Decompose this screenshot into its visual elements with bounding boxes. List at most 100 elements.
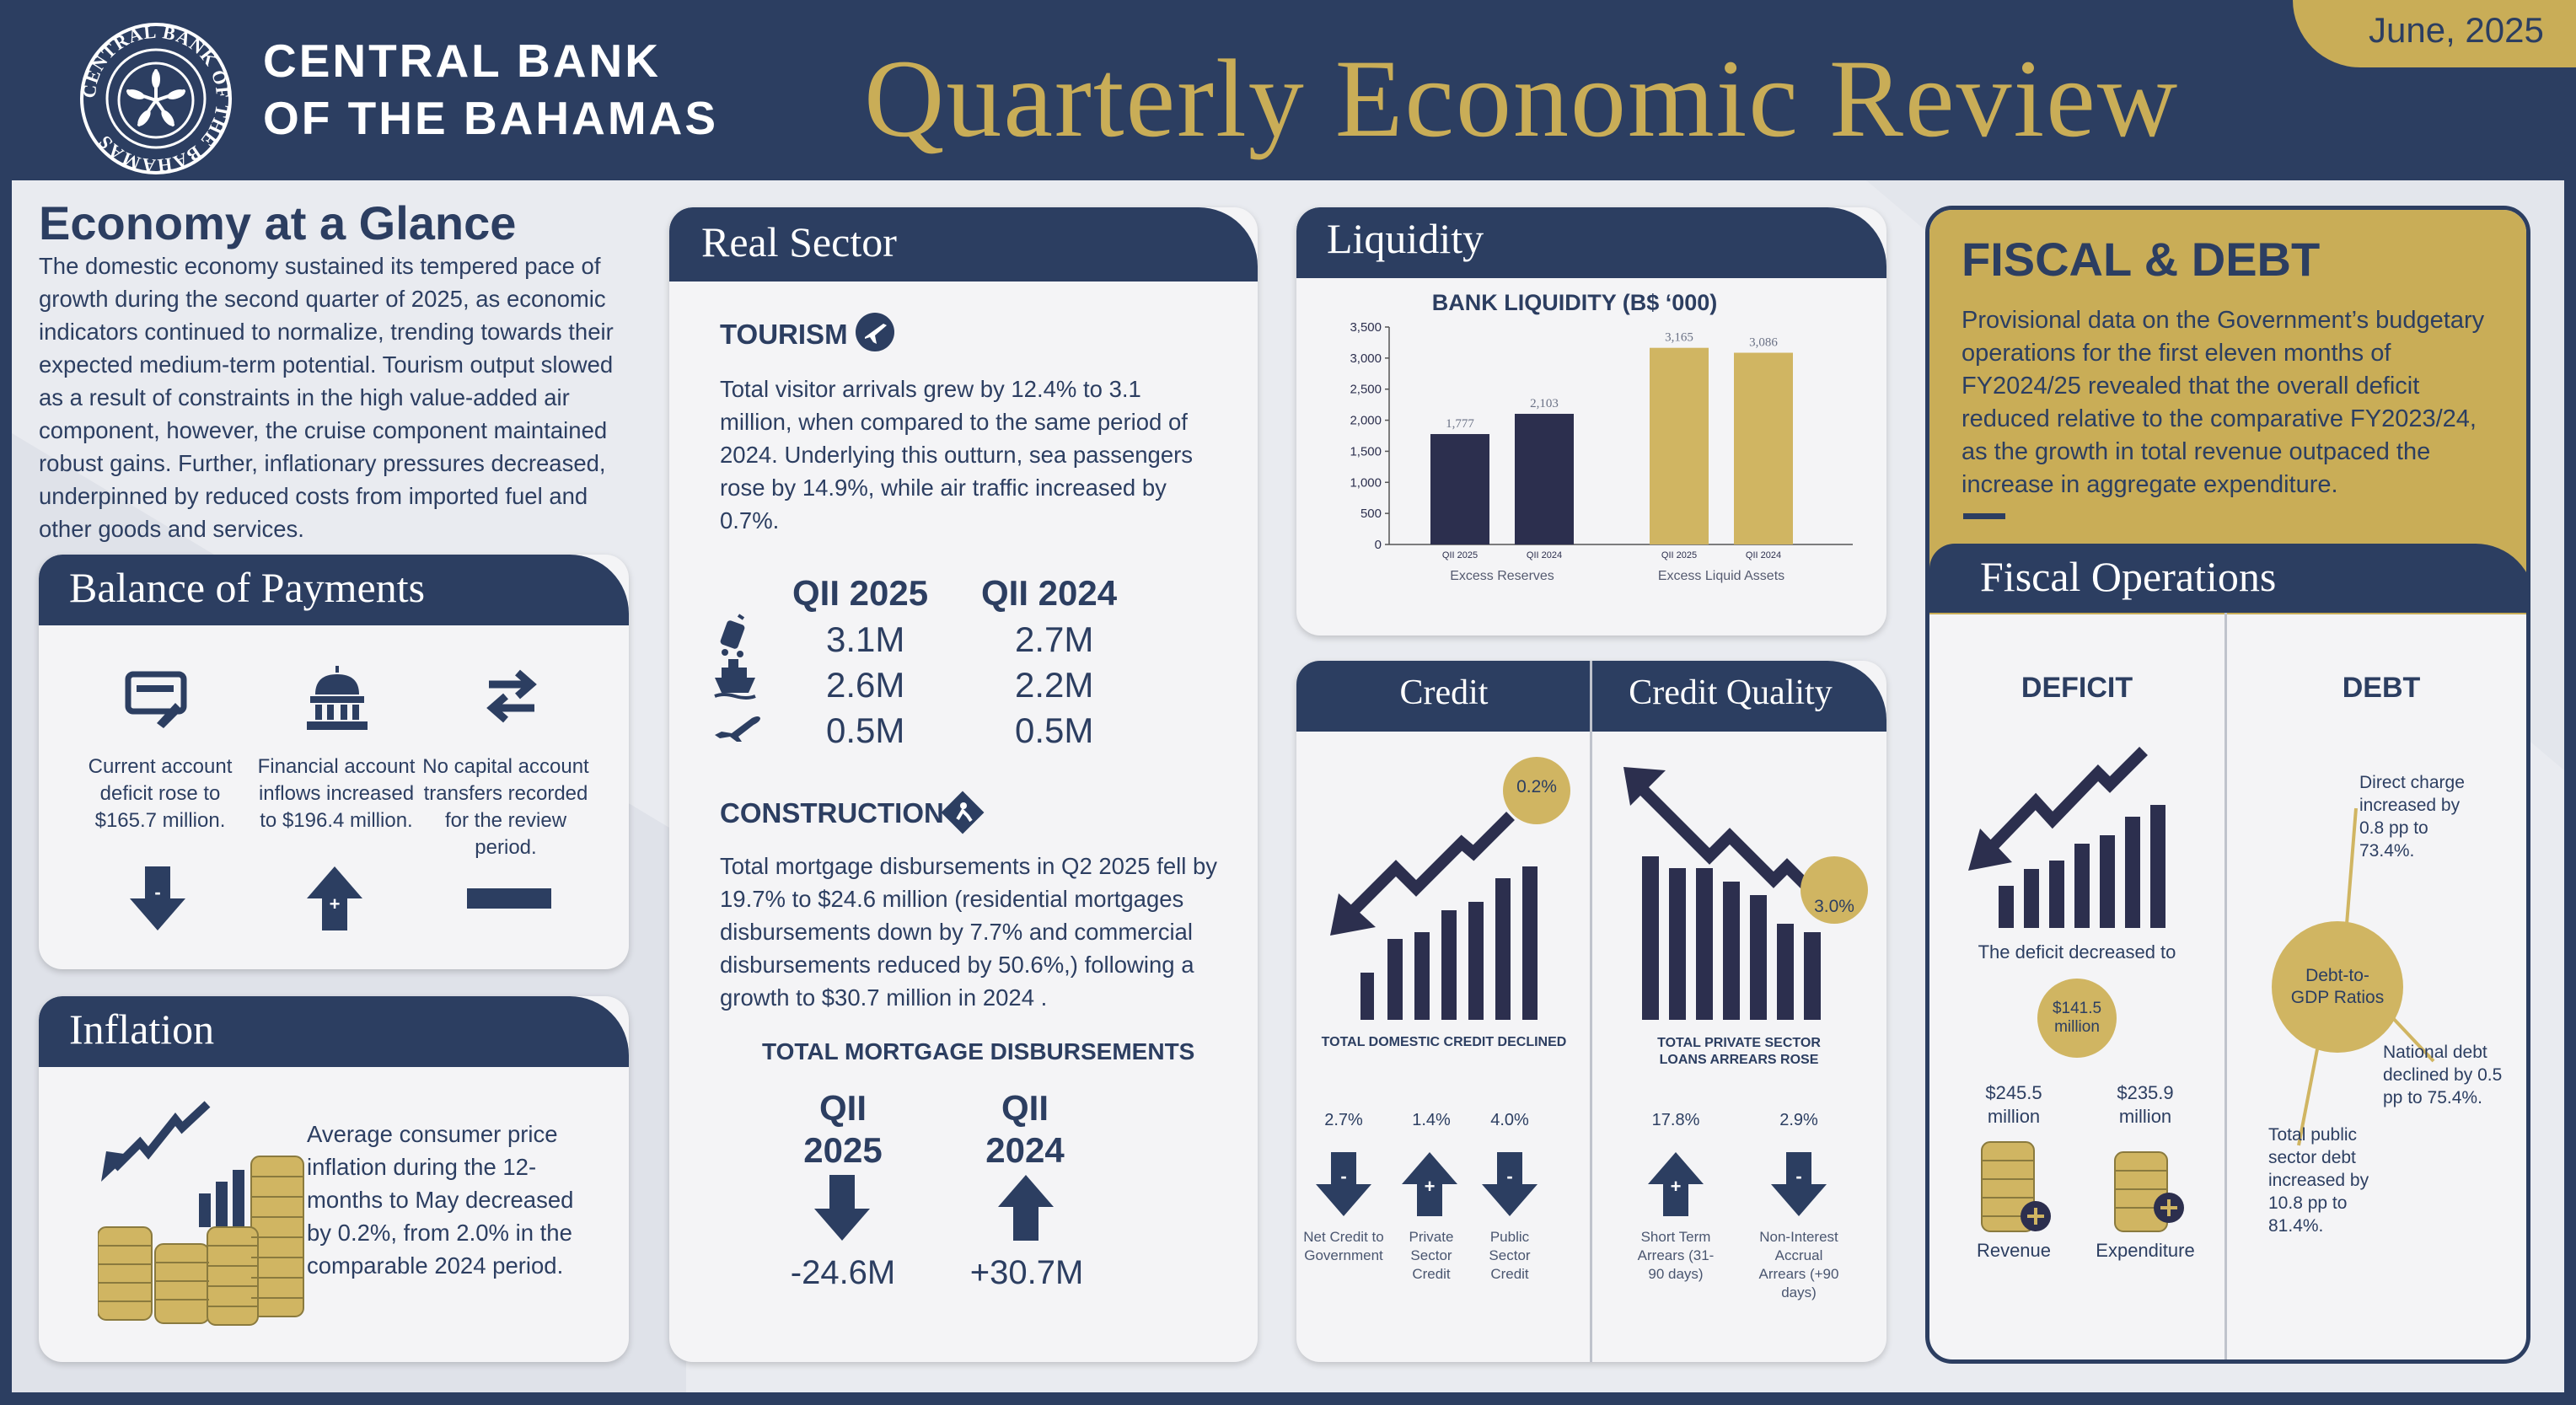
sea-arrivals-2024: 2.2M — [1015, 665, 1094, 705]
glance-section: Economy at a Glance The domestic economy… — [39, 196, 637, 545]
construction-heading: CONSTRUCTION — [720, 797, 944, 829]
credit-caption: TOTAL DOMESTIC CREDIT DECLINED — [1321, 1035, 1567, 1049]
bop-current-account-label: Current account deficit rose to $165.7 m… — [88, 755, 233, 832]
revenue-label: Revenue — [1976, 1240, 2052, 1261]
debt-heading: DEBT — [2342, 672, 2421, 704]
credit-item-net-government: 2.7% - Net Credit to Government — [1300, 1111, 1387, 1265]
x-category-label: QII 2024 — [1746, 550, 1781, 560]
tourism-col-2024: QII 2024 — [981, 573, 1118, 613]
liquidity-chart-title: BANK LIQUIDITY (B$ ‘000) — [1431, 290, 1718, 315]
expenditure-coins-icon — [2113, 1145, 2184, 1236]
x-category-label: QII 2025 — [1442, 550, 1478, 560]
plus-sign: + — [1670, 1176, 1682, 1197]
mortgage-col-2025-line2: 2025 — [803, 1130, 883, 1170]
bar-value-label: 3,086 — [1749, 336, 1778, 350]
bar-value-label: 3,165 — [1665, 331, 1693, 345]
bop-capital-account-label: No capital account transfers recorded fo… — [422, 755, 589, 859]
revenue-value: $245.5 million — [1985, 1082, 2042, 1127]
transfer-arrows-icon — [482, 666, 541, 725]
inflation-body: Average consumer price inflation during … — [307, 1121, 574, 1279]
cruise-ship-icon — [711, 657, 759, 700]
credit-item-label: Public Sector Credit — [1489, 1229, 1531, 1282]
credit-quality-item-non-interest: 2.9% - Non-Interest Accrual Arrears (+90… — [1758, 1111, 1839, 1302]
mortgage-col-2025-line1: QII — [818, 1088, 867, 1128]
y-tick-label: 2,500 — [1350, 383, 1382, 397]
mortgage-down-arrow-icon — [814, 1175, 870, 1241]
real-sector-title: Real Sector — [669, 207, 1258, 282]
y-tick-label: 500 — [1360, 507, 1382, 521]
fiscal-title: FISCAL & DEBT — [1962, 233, 2321, 286]
air-arrivals-2024: 0.5M — [1015, 711, 1094, 750]
fiscal-divider-dash — [1963, 513, 2005, 519]
fiscal-divider — [2224, 613, 2227, 1359]
credit-quality-item-label: Short Term Arrears (31-90 days) — [1637, 1229, 1715, 1282]
y-tick-label: 2,000 — [1350, 414, 1382, 428]
y-tick-label: 0 — [1375, 538, 1382, 552]
bank-building-icon — [303, 661, 371, 732]
bank-name-line1: CENTRAL BANK — [263, 35, 661, 87]
deficit-chart-icon — [1963, 721, 2199, 931]
public-sector-debt-text: Total public sector debt increased by 10… — [2268, 1125, 2369, 1236]
deficit-heading: DEFICIT — [2021, 672, 2133, 704]
credit-item-pct: 4.0% — [1490, 1111, 1529, 1129]
credit-quality-item-label: Non-Interest Accrual Arrears (+90 days) — [1758, 1229, 1839, 1300]
y-tick-label: 1,500 — [1350, 444, 1382, 459]
air-arrivals-2025: 0.5M — [826, 711, 905, 750]
credit-item-public-sector: 4.0% - Public Sector Credit — [1479, 1111, 1541, 1284]
credit-chart-icon — [1322, 753, 1575, 1023]
bop-card: Balance of Payments Current account defi… — [39, 555, 629, 969]
credit-quality-caption-line1: TOTAL PRIVATE SECTOR — [1657, 1036, 1821, 1050]
direct-charge-text: Direct charge increased by 0.8 pp to 73.… — [2359, 773, 2465, 861]
total-arrivals-2024: 2.7M — [1015, 619, 1094, 659]
credit-quality-item-pct: 2.9% — [1779, 1111, 1818, 1129]
up-arrow-icon: + — [1402, 1152, 1457, 1216]
credit-badge: 0.2% — [1516, 777, 1557, 796]
tourism-col-2025: QII 2025 — [792, 573, 929, 613]
minus-sign: - — [1340, 1166, 1347, 1187]
bar-3 — [1734, 352, 1793, 544]
national-debt-text: National debt declined by 0.5 pp to 75.4… — [2383, 1043, 2503, 1107]
credit-quality-title: Credit Quality — [1629, 673, 1833, 712]
real-sector-card: Real Sector TOURISM Total visitor arriva… — [669, 207, 1258, 1362]
mortgage-value-2024: +30.7M — [969, 1254, 1084, 1291]
construction-body: Total mortgage disbursements in Q2 2025 … — [720, 853, 1218, 1011]
airplane-icon — [713, 710, 762, 743]
construction-worker-icon — [941, 791, 985, 834]
mortgage-col-2024-line2: 2024 — [985, 1130, 1065, 1170]
revenue-coins-icon — [1980, 1135, 2051, 1236]
x-group-label: Excess Reserves — [1450, 569, 1554, 583]
bar-1 — [1515, 413, 1574, 544]
credit-item-label: Private Sector Credit — [1409, 1229, 1454, 1282]
expenditure-label: Expenditure — [2096, 1240, 2195, 1261]
minus-sign: - — [154, 882, 161, 903]
luggage-icon — [716, 610, 754, 657]
liquidity-card: Liquidity BANK LIQUIDITY (B$ ‘000) 0 500 1… — [1296, 207, 1886, 635]
plus-sign: + — [1424, 1176, 1436, 1197]
mortgage-col-2025: QII 2025 — [792, 1087, 894, 1172]
down-arrow-icon: - — [1482, 1152, 1538, 1216]
glance-title: Economy at a Glance — [39, 196, 517, 249]
mortgage-col-2024: QII 2024 — [974, 1087, 1076, 1172]
fiscal-ops-title: Fiscal Operations — [1980, 553, 2277, 600]
fiscal-body: Provisional data on the Government’s bud… — [1962, 307, 2485, 498]
mortgage-up-arrow-icon — [998, 1175, 1054, 1241]
y-tick-label: 1,000 — [1350, 475, 1382, 490]
credit-quality-badge: 3.0% — [1814, 897, 1854, 916]
fiscal-ops-tab — [1929, 544, 2526, 613]
bar-value-label: 2,103 — [1530, 397, 1559, 410]
credit-item-pct: 2.7% — [1324, 1111, 1363, 1129]
tourism-body: Total visitor arrivals grew by 12.4% to … — [720, 376, 1194, 534]
deficit-badge-line1: $141.5 — [2052, 1000, 2102, 1017]
bank-name-line2: OF THE BAHAMAS — [263, 92, 719, 144]
credit-item-pct: 1.4% — [1412, 1111, 1451, 1129]
x-category-label: QII 2025 — [1661, 550, 1697, 560]
header-bar — [0, 0, 2576, 179]
bank-liquidity-chart: 0 500 1,000 1,500 2,000 2,500 3,000 3,500 1,777 Q… — [1350, 320, 1853, 583]
date-badge: June, 2025 — [2293, 0, 2576, 67]
deficit-badge: $141.5 million — [2037, 979, 2117, 1058]
cheque-icon — [123, 662, 191, 730]
fiscal-card: FISCAL & DEBT Provisional data on the Go… — [1925, 206, 2530, 1364]
deficit-text: The deficit decreased to — [1978, 941, 2176, 963]
bank-seal-logo: CENTRAL BANK OF THE BAHAMAS — [78, 20, 234, 177]
credit-divider — [1590, 661, 1592, 1362]
